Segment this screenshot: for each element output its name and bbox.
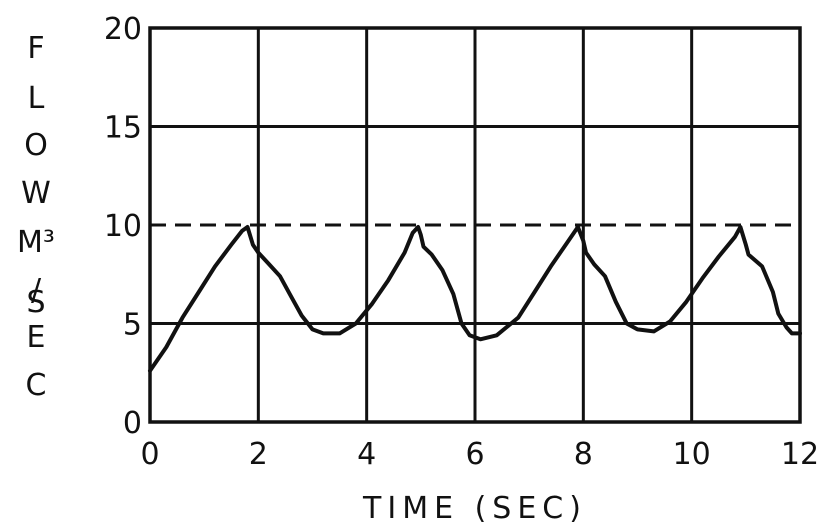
flow-series-line — [148, 225, 802, 373]
plot-border — [148, 26, 802, 424]
y-tick-label-10: 10 — [104, 209, 142, 244]
x-tick-labels: 0 2 4 6 8 10 12 — [140, 437, 819, 472]
y-axis-title-char-4: M³ — [17, 225, 55, 260]
plot-frame — [148, 26, 802, 424]
series-layer — [148, 225, 802, 373]
y-axis-title-char-5: / — [31, 273, 42, 308]
x-tick-label-6: 6 — [465, 437, 484, 472]
y-tick-label-15: 15 — [104, 111, 142, 146]
x-tick-label-8: 8 — [574, 437, 593, 472]
y-tick-label-0: 0 — [123, 406, 142, 441]
x-tick-label-12: 12 — [781, 437, 819, 472]
x-tick-label-0: 0 — [140, 437, 159, 472]
x-tick-label-4: 4 — [357, 437, 376, 472]
x-axis-title: TIME (SEC) — [362, 491, 587, 526]
y-axis-title-char-1: L — [28, 81, 45, 116]
x-tick-label-2: 2 — [249, 437, 268, 472]
y-tick-label-20: 20 — [104, 12, 142, 47]
grid — [150, 28, 800, 422]
y-axis-title-char-2: O — [24, 128, 48, 163]
y-axis-title-char-6: S — [26, 285, 45, 320]
y-axis-title-char-8: C — [26, 368, 47, 403]
y-axis-title-char-0: F — [27, 31, 44, 66]
y-axis-title-char-7: E — [27, 320, 46, 355]
y-tick-label-5: 5 — [123, 308, 142, 343]
y-tick-labels: 0 5 10 15 20 — [104, 12, 142, 441]
y-axis-title-char-3: W — [21, 176, 51, 211]
x-tick-label-10: 10 — [673, 437, 711, 472]
